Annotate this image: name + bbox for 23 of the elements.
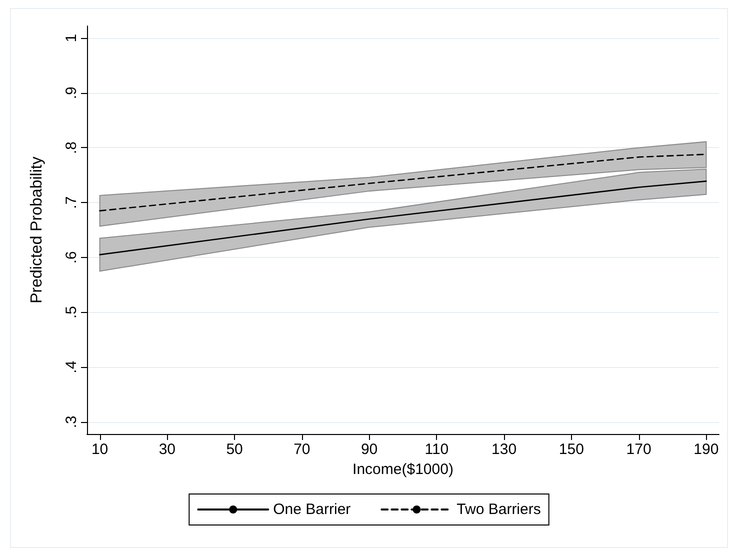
- y-tick-label: .7: [63, 196, 80, 209]
- legend-label: One Barrier: [273, 501, 351, 518]
- x-tick-label: 130: [492, 441, 517, 458]
- x-tick-label: 170: [626, 441, 652, 458]
- x-axis-title: Income($1000): [352, 461, 454, 478]
- x-tick-label: 190: [694, 441, 719, 458]
- x-tick-label: 30: [158, 441, 176, 458]
- y-tick-label: .3: [63, 416, 80, 428]
- y-tick-label: .8: [63, 141, 80, 154]
- y-tick-label: .5: [63, 306, 80, 319]
- y-tick-label: 1: [63, 34, 80, 42]
- legend-label: Two Barriers: [456, 501, 541, 518]
- y-tick-label: .4: [63, 360, 80, 374]
- line-series: [99, 180, 707, 256]
- x-tick-label: 110: [424, 441, 449, 458]
- y-tick-label: .9: [63, 86, 80, 100]
- x-tick-label: 50: [226, 441, 243, 458]
- x-tick-label: 90: [360, 441, 378, 458]
- x-tick-label: 150: [558, 441, 584, 458]
- y-axis-title: Predicted Probability: [28, 156, 46, 304]
- y-tick-label: .6: [63, 251, 80, 264]
- x-tick-label: 70: [294, 441, 310, 458]
- x-tick-label: 10: [91, 441, 108, 458]
